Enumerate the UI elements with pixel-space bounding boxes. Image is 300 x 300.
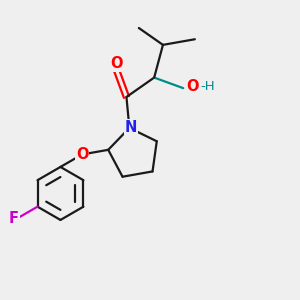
Text: O: O	[76, 147, 88, 162]
Text: O: O	[186, 79, 199, 94]
Text: N: N	[125, 120, 137, 135]
Text: -H: -H	[200, 80, 215, 93]
Text: F: F	[9, 211, 19, 226]
Text: O: O	[110, 56, 122, 71]
